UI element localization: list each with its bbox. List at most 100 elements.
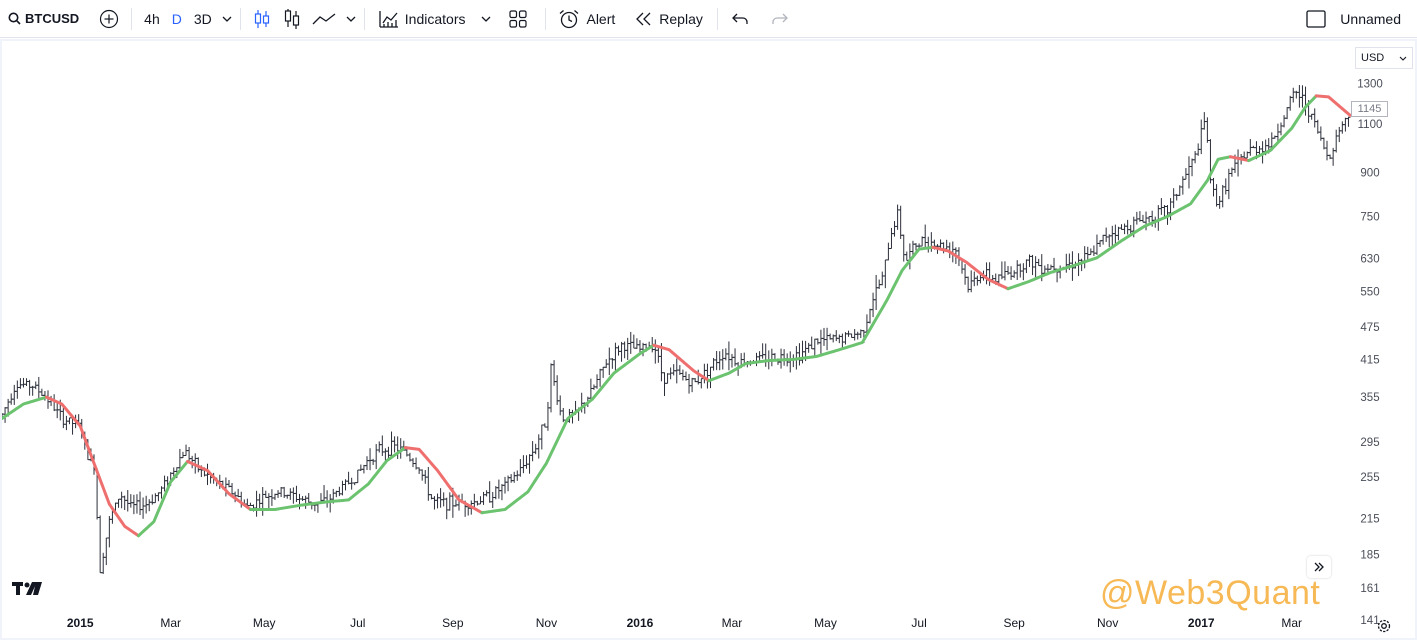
ohlc-bar [417, 467, 422, 474]
ohlc-bar [1058, 265, 1063, 279]
time-tick-label: Sep [442, 616, 464, 630]
ohlc-bar [754, 352, 759, 367]
ohlc-bar [383, 448, 388, 461]
moving-average-line-segment [136, 459, 190, 538]
ohlc-bar [512, 471, 517, 483]
ohlc-bar [1285, 107, 1290, 120]
ohlc-bar [1217, 196, 1222, 209]
redo-button[interactable] [770, 0, 788, 38]
ohlc-bar [177, 448, 182, 469]
ohlc-bar [671, 364, 676, 376]
candles-icon [254, 9, 269, 28]
ohlc-bar [1334, 129, 1339, 153]
ohlc-bar [539, 424, 544, 450]
ohlc-bar [1147, 216, 1152, 223]
chevron-down-icon [222, 16, 232, 22]
undo-button[interactable] [731, 0, 750, 38]
ohlc-bar [821, 327, 826, 346]
last-price-label: 1145 [1351, 101, 1388, 117]
ohlc-bar [288, 488, 293, 500]
replay-label: Replay [659, 10, 703, 27]
scroll-to-realtime-button[interactable] [1307, 556, 1331, 578]
ohlc-bar [340, 480, 345, 496]
toolbar-divider [716, 7, 718, 30]
chart-type-dropdown[interactable] [346, 0, 356, 38]
moving-average-line-segment [1006, 155, 1232, 291]
chart-type-button[interactable] [254, 0, 270, 38]
price-tick-label: 161 [1360, 583, 1379, 595]
layout-square-icon [1306, 10, 1326, 28]
moving-average-line-segment [403, 446, 484, 515]
ohlc-bar [475, 500, 480, 506]
redo-icon [772, 13, 788, 24]
moving-average-series [0, 94, 1352, 538]
ohlc-bar [303, 495, 308, 509]
ohlc-bar [699, 378, 704, 389]
templates-button[interactable] [509, 0, 528, 38]
ohlc-bar [162, 475, 167, 492]
ohlc-bar [1340, 121, 1345, 134]
ohlc-bar [260, 487, 265, 516]
interval-4h[interactable]: 4h [144, 0, 160, 38]
chevron-down-icon [482, 16, 491, 22]
ohlc-bar [625, 337, 630, 360]
ohlc-bar [138, 491, 143, 516]
indicators-button[interactable]: Indicators [379, 0, 465, 38]
ohlc-bar [720, 349, 725, 370]
time-tick-label: 2015 [67, 616, 94, 630]
moving-average-line-segment [707, 245, 935, 383]
currency-select[interactable]: USD [1355, 47, 1413, 69]
ohlc-bar [1223, 178, 1228, 195]
time-tick-label: Mar [722, 616, 743, 630]
ohlc-bar [368, 448, 373, 471]
ohlc-bar [98, 515, 103, 574]
add-circle-icon [100, 9, 119, 28]
indicators-dropdown[interactable] [481, 0, 491, 38]
hollow-candles-button[interactable] [284, 0, 300, 38]
ohlc-bar [1211, 177, 1216, 197]
layout-button[interactable]: Unnamed [1306, 0, 1403, 38]
indicators-icon [379, 10, 398, 28]
interval-d[interactable]: D [172, 0, 182, 38]
ohlc-bar [1030, 254, 1035, 276]
ohlc-bar [963, 264, 968, 285]
ohlc-bar [515, 470, 520, 481]
chart-pane[interactable]: 141 161 185 215 255 295 355 415 475 550 630 750 900 1… [0, 41, 1415, 638]
ohlc-bar [874, 274, 879, 310]
ohlc-bar [141, 497, 146, 519]
ohlc-bar [180, 451, 185, 459]
grid-icon [509, 9, 528, 28]
ohlc-bar [156, 492, 161, 502]
ohlc-bar [1091, 245, 1096, 256]
ohlc-bar [601, 366, 606, 378]
chart-svg: 141 161 185 215 255 295 355 415 475 550 630 750 900 1… [0, 78, 1383, 630]
interval-dropdown[interactable] [222, 0, 232, 38]
moving-average-line-segment [186, 459, 252, 511]
ohlc-bar [361, 464, 366, 474]
ohlc-bar [966, 276, 971, 293]
ohlc-bar [1297, 85, 1302, 108]
ohlc-bar [503, 476, 508, 494]
ohlc-bar [355, 469, 360, 484]
ohlc-bar [809, 336, 814, 350]
line-chart-button[interactable] [312, 0, 336, 38]
chart-settings-button[interactable] [1376, 618, 1392, 639]
top-toolbar: BTCUSD 4h D 3D [0, 0, 1417, 38]
ohlc-bar [1094, 234, 1099, 255]
chart-area: 141 161 185 215 255 295 355 415 475 550 630 750 900 1… [0, 39, 1417, 640]
ohlc-bar [984, 262, 989, 285]
currency-label: USD [1361, 52, 1385, 64]
symbol-search[interactable]: BTCUSD [8, 0, 79, 38]
replay-button[interactable]: Replay [635, 0, 703, 38]
tradingview-logo[interactable] [12, 579, 44, 602]
ohlc-bar [923, 224, 928, 249]
compare-symbol-button[interactable] [99, 0, 119, 38]
interval-3d[interactable]: 3D [194, 0, 212, 38]
price-tick-label: 550 [1360, 286, 1379, 298]
toolbar-divider [239, 7, 241, 30]
alert-button[interactable]: Alert [558, 0, 615, 38]
watermark-text: @Web3Quant [1100, 574, 1321, 612]
ohlc-bar [119, 491, 124, 509]
ohlc-bar [674, 358, 679, 384]
ohlc-bar [889, 227, 894, 250]
